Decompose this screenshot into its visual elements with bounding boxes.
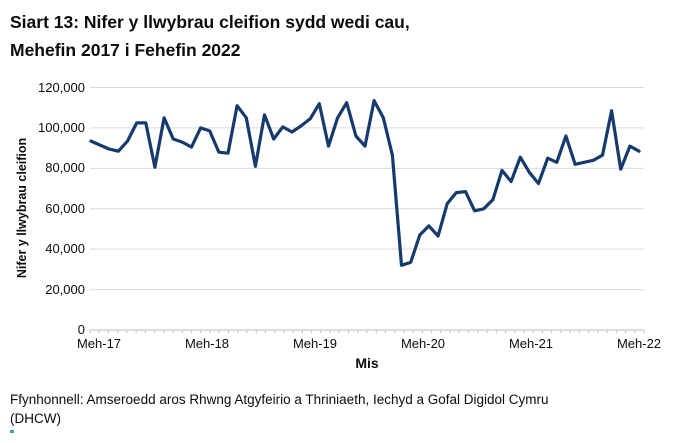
x-tick-label: Meh-19: [292, 336, 338, 351]
chart-title: Siart 13: Nifer y llwybrau cleifion sydd…: [10, 8, 650, 64]
y-tick-label: 60,000: [45, 200, 85, 216]
data-line-closed-pathways: [89, 98, 641, 267]
source-note-line2: (DHCW): [10, 411, 61, 426]
source-note: Ffynhonnell: Amseroedd aros Rhwng Atgyfe…: [10, 390, 670, 428]
y-tick-label: 0: [77, 322, 85, 337]
y-tick-label: 100,000: [38, 119, 85, 135]
y-tick-label: 120,000: [38, 79, 85, 95]
x-tick-label: Meh-18: [184, 336, 230, 351]
y-tick-label: 20,000: [45, 281, 85, 297]
y-tick-label: 80,000: [45, 160, 85, 176]
chart-title-line2: Mehefin 2017 i Fehefin 2022: [10, 40, 241, 60]
x-tick-label: Meh-17: [76, 336, 122, 351]
corner-pixel-artifact: [10, 430, 14, 433]
y-tick-label: 40,000: [45, 241, 85, 257]
x-tick-label: Meh-21: [508, 336, 554, 351]
x-tick-label: Meh-20: [400, 336, 446, 351]
x-axis-title: Mis: [355, 355, 379, 371]
source-note-line1: Ffynhonnell: Amseroedd aros Rhwng Atgyfe…: [10, 392, 549, 407]
x-tick-label: Meh-22: [616, 336, 662, 351]
chart-title-line1: Siart 13: Nifer y llwybrau cleifion sydd…: [10, 12, 410, 32]
